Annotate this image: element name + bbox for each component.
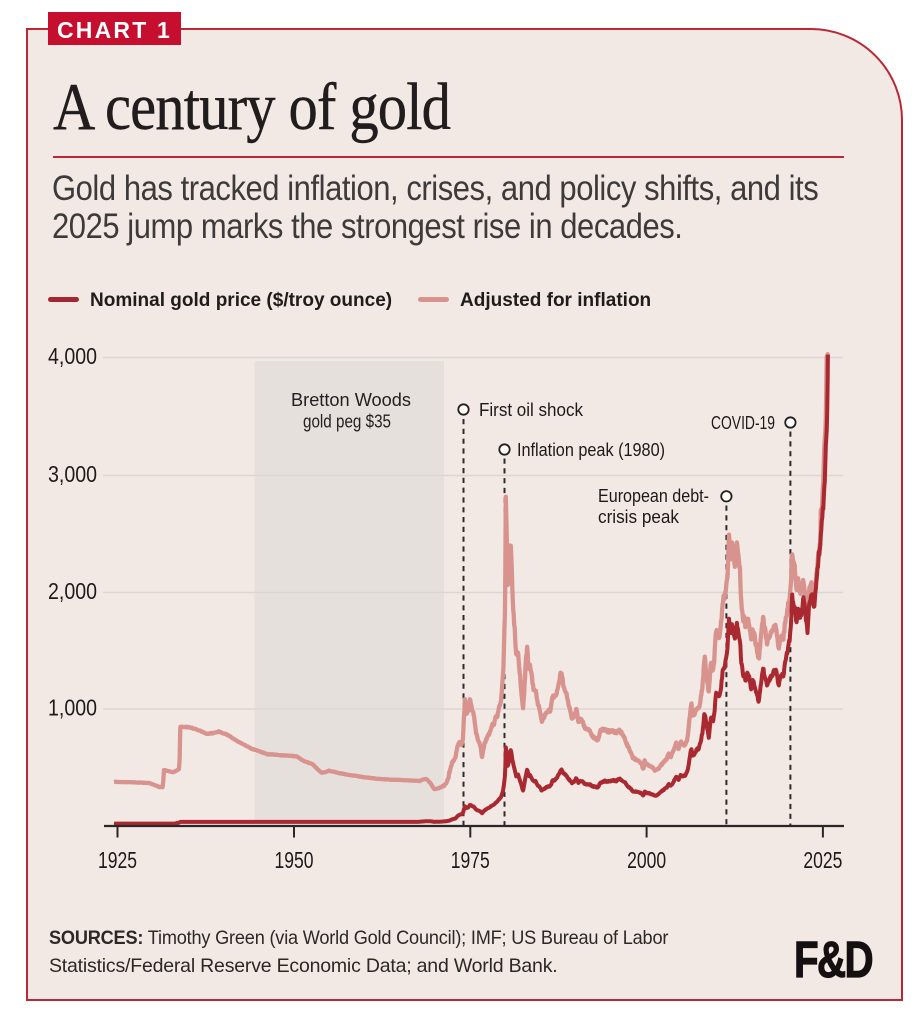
svg-text:European debt-: European debt- (598, 486, 709, 506)
svg-text:2025: 2025 (803, 847, 842, 873)
svg-text:1975: 1975 (451, 847, 490, 873)
svg-text:2,000: 2,000 (48, 578, 97, 604)
svg-text:1950: 1950 (275, 847, 314, 873)
svg-text:1,000: 1,000 (48, 695, 97, 721)
svg-text:Bretton Woods: Bretton Woods (291, 390, 411, 410)
svg-text:COVID-19: COVID-19 (711, 413, 775, 433)
svg-text:crisis peak: crisis peak (598, 507, 680, 527)
svg-text:First oil shock: First oil shock (479, 400, 584, 420)
svg-text:Inflation peak (1980): Inflation peak (1980) (517, 440, 665, 460)
svg-text:1925: 1925 (98, 847, 137, 873)
svg-text:4,000: 4,000 (48, 343, 97, 369)
svg-text:3,000: 3,000 (48, 461, 97, 487)
svg-text:2000: 2000 (627, 847, 666, 873)
svg-text:gold peg $35: gold peg $35 (303, 412, 391, 432)
